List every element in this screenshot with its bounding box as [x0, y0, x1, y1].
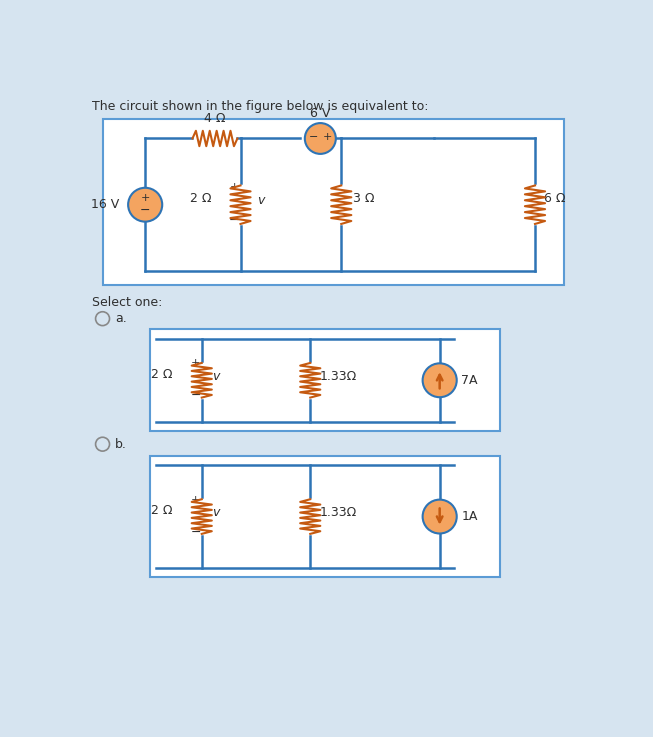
Text: a.: a. — [115, 312, 127, 325]
Text: −: − — [229, 214, 240, 226]
Text: 6 V: 6 V — [310, 107, 330, 119]
Text: v: v — [213, 506, 220, 519]
Circle shape — [128, 188, 162, 222]
Text: +: + — [191, 358, 200, 368]
FancyBboxPatch shape — [150, 329, 500, 431]
Text: 1A: 1A — [462, 510, 478, 523]
Text: 3 Ω: 3 Ω — [353, 192, 374, 205]
Circle shape — [422, 500, 456, 534]
Text: −: − — [190, 525, 201, 539]
Text: Select one:: Select one: — [91, 296, 162, 309]
Text: 6 Ω: 6 Ω — [545, 192, 565, 205]
Text: +: + — [191, 495, 200, 505]
Text: 1.33Ω: 1.33Ω — [319, 370, 357, 383]
Text: 4 Ω: 4 Ω — [204, 113, 226, 125]
Text: +: + — [230, 182, 239, 192]
Text: v: v — [257, 195, 265, 207]
Text: −: − — [140, 204, 150, 217]
Text: +: + — [140, 193, 150, 203]
Text: 2 Ω: 2 Ω — [189, 192, 211, 205]
Text: +: + — [323, 132, 332, 142]
Text: 2 Ω: 2 Ω — [151, 368, 172, 380]
Text: −: − — [190, 389, 201, 402]
Text: 16 V: 16 V — [91, 198, 119, 212]
Text: 2 Ω: 2 Ω — [151, 504, 172, 517]
Text: 7A: 7A — [462, 374, 478, 387]
Circle shape — [305, 123, 336, 154]
Circle shape — [422, 363, 456, 397]
FancyBboxPatch shape — [150, 455, 500, 577]
Text: b.: b. — [115, 438, 127, 451]
FancyBboxPatch shape — [103, 119, 564, 284]
Text: 1.33Ω: 1.33Ω — [319, 506, 357, 519]
Text: −: − — [309, 132, 318, 142]
Text: The circuit shown in the figure below is equivalent to:: The circuit shown in the figure below is… — [91, 100, 428, 113]
Text: v: v — [213, 370, 220, 383]
